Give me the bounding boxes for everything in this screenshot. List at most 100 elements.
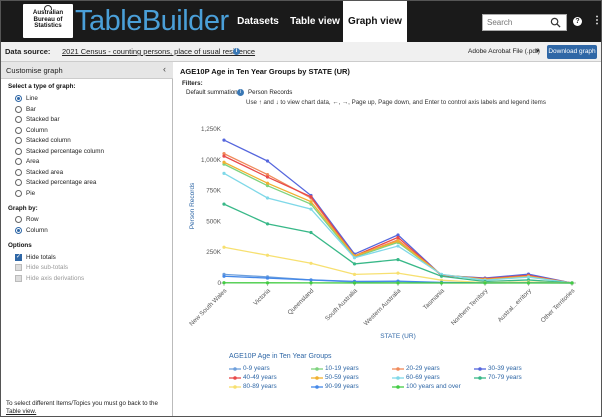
data-point[interactable] bbox=[309, 261, 313, 265]
chevron-left-icon[interactable]: ‹ bbox=[163, 64, 166, 74]
x-tick-label[interactable]: Other Territories bbox=[540, 287, 577, 324]
data-point[interactable] bbox=[352, 256, 357, 260]
filter-value: Person Records bbox=[248, 89, 293, 96]
data-point[interactable] bbox=[396, 244, 400, 248]
radio-button[interactable] bbox=[15, 95, 22, 102]
data-point[interactable] bbox=[265, 276, 270, 280]
radio-button[interactable] bbox=[15, 158, 22, 165]
data-point[interactable] bbox=[439, 281, 444, 285]
data-point[interactable] bbox=[265, 196, 270, 200]
filter-key: Default summation bbox=[186, 89, 238, 96]
radio-button[interactable] bbox=[15, 179, 22, 186]
data-point[interactable] bbox=[265, 172, 270, 177]
data-point[interactable] bbox=[222, 160, 226, 164]
download-graph-button[interactable]: Download graph bbox=[547, 45, 597, 59]
data-point[interactable] bbox=[526, 275, 531, 279]
data-point[interactable] bbox=[222, 274, 226, 278]
legend-label: 10-19 years bbox=[325, 365, 359, 372]
series-line[interactable] bbox=[223, 139, 573, 284]
data-point[interactable] bbox=[265, 222, 270, 226]
data-point[interactable] bbox=[222, 202, 226, 206]
data-point[interactable] bbox=[265, 253, 270, 257]
legend-label: 80-89 years bbox=[243, 383, 277, 390]
data-point[interactable] bbox=[309, 278, 313, 282]
info-icon[interactable]: i bbox=[233, 48, 240, 55]
data-point[interactable] bbox=[352, 272, 357, 276]
series-line[interactable] bbox=[223, 153, 573, 284]
x-tick-label[interactable]: Tasmania bbox=[422, 287, 446, 311]
search-icon[interactable] bbox=[550, 17, 561, 28]
data-point[interactable] bbox=[396, 239, 400, 243]
more-options-icon[interactable]: ⋮ bbox=[592, 15, 602, 26]
data-point[interactable] bbox=[396, 271, 400, 275]
abs-logo[interactable]: Australian Bureau of Statistics bbox=[23, 4, 73, 38]
radio-button[interactable] bbox=[15, 137, 22, 144]
radio-button[interactable] bbox=[15, 169, 22, 176]
line-chart[interactable]: 0 250K 500K 750K 1,000K 1,250K New South Wales… bbox=[174, 62, 602, 417]
radio-label: Column bbox=[26, 227, 48, 234]
data-point[interactable] bbox=[352, 262, 357, 266]
data-source-link[interactable]: 2021 Census - counting persons, place of… bbox=[62, 47, 256, 56]
legend-swatch bbox=[229, 367, 241, 371]
data-point[interactable] bbox=[265, 159, 270, 163]
search-input[interactable] bbox=[482, 14, 567, 31]
x-tick-label[interactable]: New South Wales bbox=[188, 287, 228, 327]
export-format-select[interactable]: Adobe Acrobat File (.pdf) bbox=[468, 48, 540, 55]
data-point[interactable] bbox=[526, 281, 531, 285]
chevron-down-icon[interactable]: ▾ bbox=[536, 48, 540, 55]
chart-series[interactable] bbox=[222, 138, 574, 285]
data-point[interactable] bbox=[309, 281, 313, 285]
series-line[interactable] bbox=[223, 163, 573, 284]
radio-button[interactable] bbox=[15, 106, 22, 113]
data-point[interactable] bbox=[352, 281, 357, 285]
data-point[interactable] bbox=[309, 230, 313, 235]
radio-button[interactable] bbox=[15, 216, 22, 223]
radio-button[interactable] bbox=[15, 148, 22, 155]
data-point[interactable] bbox=[265, 181, 270, 185]
data-point[interactable] bbox=[396, 235, 400, 240]
data-point[interactable] bbox=[222, 152, 226, 156]
data-point[interactable] bbox=[222, 138, 226, 142]
legend-swatch-marker bbox=[315, 385, 319, 389]
x-tick-label[interactable]: Victoria bbox=[252, 287, 272, 307]
radio-label: Stacked percentage column bbox=[26, 148, 105, 155]
x-tick-label[interactable]: Austral...erritory bbox=[497, 287, 534, 324]
info-icon[interactable]: i bbox=[237, 89, 244, 96]
data-point[interactable] bbox=[222, 154, 226, 158]
data-point[interactable] bbox=[439, 274, 444, 278]
x-tick-label[interactable]: South Australia bbox=[324, 287, 359, 322]
x-tick-label[interactable]: Western Australia bbox=[363, 287, 403, 327]
radio-button[interactable] bbox=[15, 190, 22, 197]
data-point[interactable] bbox=[309, 207, 313, 211]
help-icon[interactable]: ? bbox=[573, 17, 582, 26]
legend-swatch-marker bbox=[233, 385, 237, 389]
table-view-link[interactable]: Table view. bbox=[6, 408, 37, 415]
brand-title[interactable]: TableBuilder bbox=[75, 5, 229, 37]
x-tick-label[interactable]: Queensland bbox=[286, 287, 315, 316]
y-axis-title: Person Records bbox=[189, 182, 196, 229]
data-point[interactable] bbox=[483, 281, 487, 285]
data-point[interactable] bbox=[396, 257, 400, 262]
data-point[interactable] bbox=[309, 200, 313, 204]
checkbox[interactable] bbox=[15, 253, 22, 261]
series-line[interactable] bbox=[223, 155, 573, 284]
data-point[interactable] bbox=[439, 278, 444, 282]
data-point[interactable] bbox=[396, 281, 400, 285]
data-point[interactable] bbox=[222, 171, 226, 175]
radio-button[interactable] bbox=[15, 227, 22, 234]
tab-graph-view[interactable]: Graph view bbox=[343, 1, 407, 42]
data-point[interactable] bbox=[265, 175, 270, 179]
tab-table-view[interactable]: Table view bbox=[290, 16, 340, 27]
data-point[interactable] bbox=[396, 233, 400, 237]
data-point[interactable] bbox=[222, 281, 226, 285]
x-tick-label[interactable]: Northern Territory bbox=[450, 287, 490, 327]
data-point[interactable] bbox=[265, 281, 270, 285]
radio-button[interactable] bbox=[15, 127, 22, 134]
data-point[interactable] bbox=[222, 245, 226, 249]
data-point[interactable] bbox=[570, 281, 574, 285]
data-point[interactable] bbox=[309, 195, 313, 199]
options-heading: Options bbox=[8, 242, 32, 249]
data-point[interactable] bbox=[265, 184, 270, 188]
radio-button[interactable] bbox=[15, 116, 22, 123]
tab-datasets[interactable]: Datasets bbox=[237, 16, 279, 27]
